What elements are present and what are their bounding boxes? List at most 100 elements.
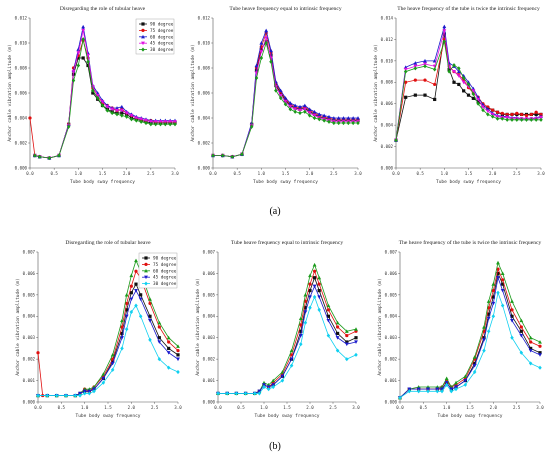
y-tick-label: 0.000 xyxy=(23,399,36,404)
data-point xyxy=(519,117,524,122)
data-point xyxy=(278,93,283,98)
data-point xyxy=(76,63,81,68)
data-point xyxy=(120,111,124,115)
data-point xyxy=(157,320,162,325)
series-line xyxy=(213,29,358,158)
data-point xyxy=(413,93,417,97)
data-point xyxy=(327,119,331,124)
data-point xyxy=(413,66,418,71)
data-point xyxy=(157,325,161,329)
data-point xyxy=(120,336,124,340)
data-point xyxy=(520,112,524,117)
data-point xyxy=(433,82,437,87)
y-tick-label: 0.005 xyxy=(385,292,398,297)
data-point xyxy=(134,118,139,123)
data-point xyxy=(101,372,106,376)
data-point xyxy=(456,69,461,74)
y-tick-label: 0.006 xyxy=(198,90,211,95)
data-point xyxy=(413,78,417,82)
data-point xyxy=(354,336,358,340)
data-point xyxy=(471,96,475,100)
data-point xyxy=(110,361,115,366)
data-point xyxy=(423,58,427,63)
data-point xyxy=(482,336,486,340)
data-point xyxy=(496,271,500,276)
data-point xyxy=(307,113,312,118)
y-tick-label: 0.012 xyxy=(15,15,28,20)
data-point xyxy=(423,93,427,97)
data-point xyxy=(538,340,542,344)
data-point xyxy=(105,108,110,113)
y-axis-label: Anchor cable vibration amplitude (m) xyxy=(377,278,383,376)
y-tick-label: 0.010 xyxy=(198,40,211,45)
data-point xyxy=(491,288,495,293)
series-line xyxy=(399,291,541,399)
data-point xyxy=(269,59,273,64)
y-tick-label: 0.008 xyxy=(15,65,28,70)
x-tick-label: 2.0 xyxy=(128,405,136,410)
y-tick-label: 0.014 xyxy=(381,15,394,20)
series-line xyxy=(218,295,357,394)
data-point xyxy=(115,106,119,110)
data-point xyxy=(115,112,119,117)
data-point xyxy=(129,297,134,302)
data-point xyxy=(115,108,119,113)
data-point xyxy=(486,329,491,334)
x-tick-label: 1.5 xyxy=(466,405,474,410)
data-point xyxy=(101,376,106,381)
data-point xyxy=(91,91,95,95)
data-point xyxy=(28,116,32,120)
data-point xyxy=(173,120,177,124)
data-point xyxy=(64,393,68,398)
data-point xyxy=(138,314,143,319)
chart-title: The heave frequency of the tube is twice… xyxy=(397,5,540,12)
data-point xyxy=(481,108,485,113)
data-point xyxy=(538,351,542,355)
data-point xyxy=(471,89,476,93)
y-tick-label: 0.003 xyxy=(385,335,398,340)
data-point xyxy=(435,389,440,394)
data-point xyxy=(519,318,524,323)
data-point xyxy=(486,105,490,109)
data-point xyxy=(505,112,509,117)
y-tick-label: 0.006 xyxy=(385,271,398,276)
data-point xyxy=(119,108,124,113)
data-point xyxy=(322,118,326,123)
data-point xyxy=(105,105,110,109)
legend-marker xyxy=(141,47,145,52)
x-tick-label: 1.0 xyxy=(260,405,268,410)
data-point xyxy=(308,273,312,278)
x-tick-label: 1.5 xyxy=(283,405,291,410)
y-tick-label: 0.002 xyxy=(203,357,216,362)
data-point xyxy=(432,67,437,72)
data-point xyxy=(307,107,312,111)
data-point xyxy=(472,355,477,359)
x-tick-label: 2.0 xyxy=(306,171,314,176)
data-point xyxy=(351,116,356,120)
data-point xyxy=(254,75,259,81)
data-point xyxy=(36,393,40,398)
x-tick-label: 2.0 xyxy=(489,171,497,176)
data-point xyxy=(500,111,504,115)
data-point xyxy=(81,37,85,42)
data-point xyxy=(345,340,349,344)
x-tick-label: 0.0 xyxy=(209,171,217,176)
y-tick-label: 0.002 xyxy=(23,357,36,362)
data-point xyxy=(317,295,322,299)
data-point xyxy=(262,384,266,390)
y-tick-label: 0.008 xyxy=(198,65,211,70)
data-point xyxy=(167,346,171,351)
x-tick-label: 1.5 xyxy=(282,171,290,176)
data-point xyxy=(491,282,496,286)
data-point xyxy=(476,97,481,102)
data-point xyxy=(529,340,533,344)
data-point xyxy=(33,153,37,158)
x-axis-label: Tube body sway frequency xyxy=(436,179,501,185)
data-point xyxy=(444,376,449,381)
data-point xyxy=(528,335,533,340)
data-point xyxy=(278,95,283,101)
data-point xyxy=(346,116,351,120)
data-point xyxy=(176,348,180,353)
data-point xyxy=(240,152,244,157)
data-point xyxy=(173,122,177,127)
